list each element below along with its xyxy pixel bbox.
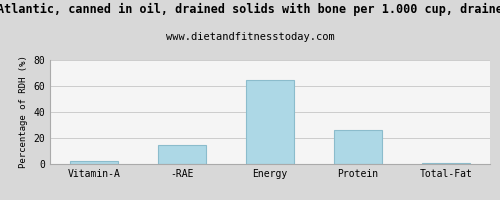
Y-axis label: Percentage of RDH (%): Percentage of RDH (%)	[19, 56, 28, 168]
Bar	[70, 161, 118, 164]
Bar	[422, 163, 470, 164]
Bar	[158, 144, 206, 164]
Bar	[334, 130, 382, 164]
Text: Atlantic, canned in oil, drained solids with bone per 1.000 cup, draine: Atlantic, canned in oil, drained solids …	[0, 3, 500, 16]
Bar	[246, 79, 294, 164]
Text: www.dietandfitnesstoday.com: www.dietandfitnesstoday.com	[166, 32, 334, 42]
